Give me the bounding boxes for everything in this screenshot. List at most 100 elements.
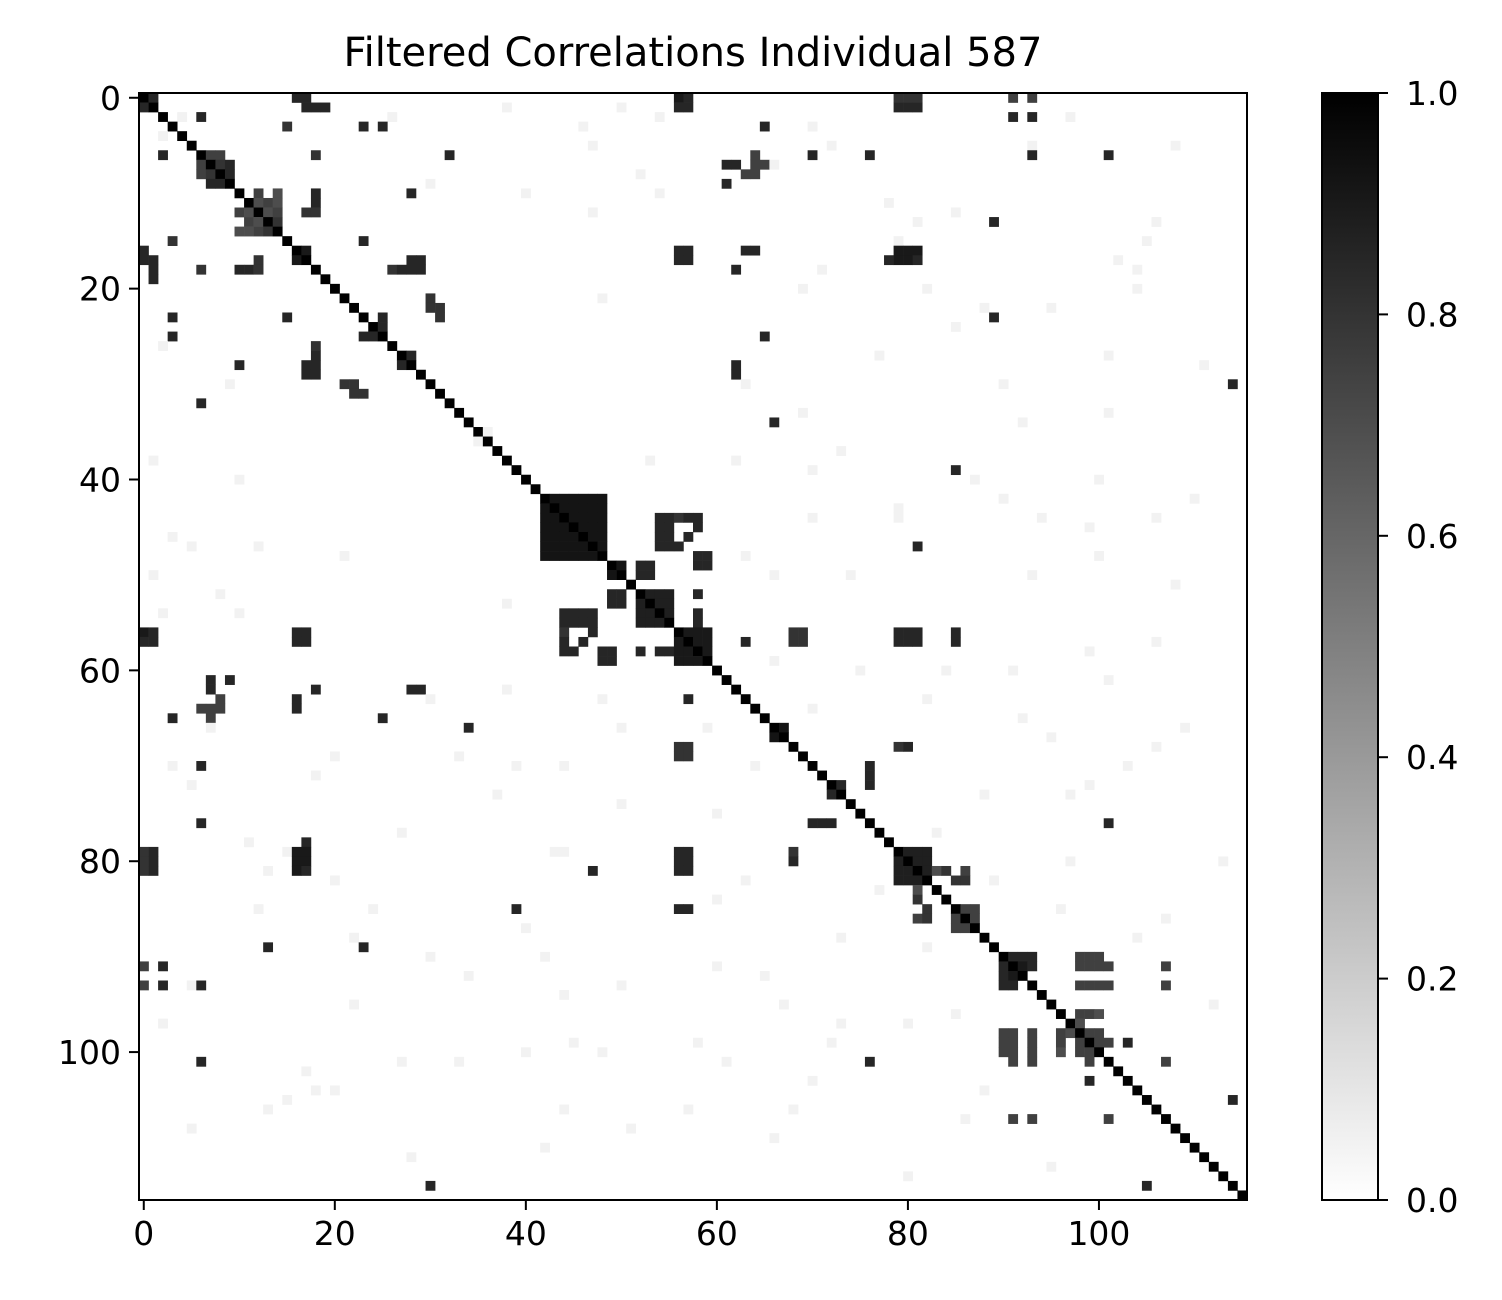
heatmap-cell (559, 531, 570, 542)
heatmap-cell (912, 217, 923, 227)
heatmap-cell (654, 646, 665, 657)
heatmap-cell (1027, 112, 1038, 122)
heatmap-cell (1027, 570, 1038, 580)
heatmap-cell (616, 589, 627, 600)
heatmap-cell (645, 617, 656, 628)
heatmap-cell (282, 312, 293, 323)
heatmap-cell (664, 541, 675, 552)
heatmap-cell (559, 617, 570, 628)
heatmap-cell (291, 636, 302, 647)
heatmap-cell (234, 188, 245, 199)
heatmap-cell (597, 1047, 608, 1058)
heatmap-cell (903, 636, 913, 647)
heatmap-cell (158, 1018, 168, 1029)
heatmap-cell (635, 617, 646, 628)
heatmap-cell (683, 656, 694, 666)
heatmap-cell (587, 541, 598, 552)
heatmap-cell (1084, 951, 1095, 962)
heatmap-cell (693, 656, 703, 666)
heatmap-cell (578, 493, 589, 504)
heatmap-cell (454, 751, 465, 762)
heatmap-cell (587, 551, 598, 561)
x-tick-label: 20 (314, 1214, 356, 1253)
heatmap-cell (654, 512, 665, 523)
heatmap-cell (196, 169, 207, 180)
heatmap-cell (559, 551, 570, 561)
heatmap-cell (1151, 217, 1162, 227)
heatmap-cell (167, 312, 178, 323)
heatmap-cell (693, 512, 703, 523)
heatmap-cell (922, 942, 933, 953)
heatmap-cell (559, 541, 570, 552)
heatmap-cell (1027, 93, 1038, 103)
heatmap-cell (511, 465, 522, 476)
heatmap-cell (368, 331, 379, 342)
heatmap-cell (960, 923, 971, 934)
heatmap-cell (845, 570, 856, 580)
heatmap-cell (406, 264, 417, 275)
heatmap-cell (721, 159, 732, 170)
heatmap-cell (664, 512, 675, 523)
heatmap-cell (215, 703, 226, 714)
colorbar-tick-label: 0.0 (1406, 1181, 1458, 1220)
heatmap-cell (960, 865, 971, 876)
heatmap-cell (864, 1056, 875, 1067)
heatmap-cell (272, 226, 283, 237)
heatmap-cell (893, 875, 904, 886)
heatmap-cell (826, 789, 837, 800)
heatmap-cell (597, 493, 608, 504)
heatmap-cell (645, 598, 656, 609)
heatmap-cell (759, 331, 770, 342)
heatmap-cell (664, 589, 675, 600)
heatmap-cell (1084, 1037, 1095, 1048)
heatmap-cell (368, 322, 379, 332)
heatmap-cell (979, 1085, 990, 1096)
heatmap-cell (683, 245, 694, 256)
x-tick-label: 100 (1067, 1214, 1130, 1253)
heatmap-cell (349, 932, 359, 943)
heatmap-cell (139, 245, 149, 256)
heatmap-cell (960, 875, 971, 886)
heatmap-cell (416, 369, 426, 380)
heatmap-cell (139, 846, 149, 857)
heatmap-cell (244, 207, 254, 218)
heatmap-cell (549, 522, 560, 533)
heatmap-cell (1075, 1018, 1085, 1029)
heatmap-cell (941, 894, 952, 905)
heatmap-cell (893, 856, 904, 867)
heatmap-cell (263, 207, 274, 218)
heatmap-cell (1027, 140, 1038, 151)
heatmap-cell (224, 379, 235, 390)
heatmap-cell (912, 885, 923, 895)
heatmap-cell (234, 226, 245, 237)
heatmap-cell (1103, 818, 1114, 829)
heatmap-cell (673, 865, 684, 876)
heatmap-cell (310, 341, 321, 351)
heatmap-cell (1046, 302, 1057, 313)
heatmap-cell (912, 856, 923, 867)
heatmap-cell (253, 264, 264, 275)
heatmap-cell (769, 732, 780, 743)
heatmap-cell (301, 93, 312, 103)
heatmap-cell (148, 93, 159, 103)
heatmap-cell (597, 541, 608, 552)
heatmap-cell (607, 560, 617, 571)
heatmap-cell (1055, 1037, 1066, 1048)
heatmap-cell (444, 398, 455, 409)
heatmap-cell (349, 379, 359, 390)
heatmap-cell (416, 684, 426, 695)
heatmap-cell (740, 379, 751, 390)
heatmap-cell (578, 636, 589, 647)
heatmap-cell (559, 1104, 570, 1115)
heatmap-cell (683, 636, 694, 647)
heatmap-cell (807, 465, 818, 476)
heatmap-cell (139, 961, 149, 972)
heatmap-cell (922, 913, 933, 924)
heatmap-cell (693, 617, 703, 628)
heatmap-cell (158, 980, 168, 991)
heatmap-cell (310, 102, 321, 113)
heatmap-cell (1103, 1114, 1114, 1124)
heatmap-cell (139, 980, 149, 991)
heatmap-cell (721, 178, 732, 189)
heatmap-cell (578, 531, 589, 542)
